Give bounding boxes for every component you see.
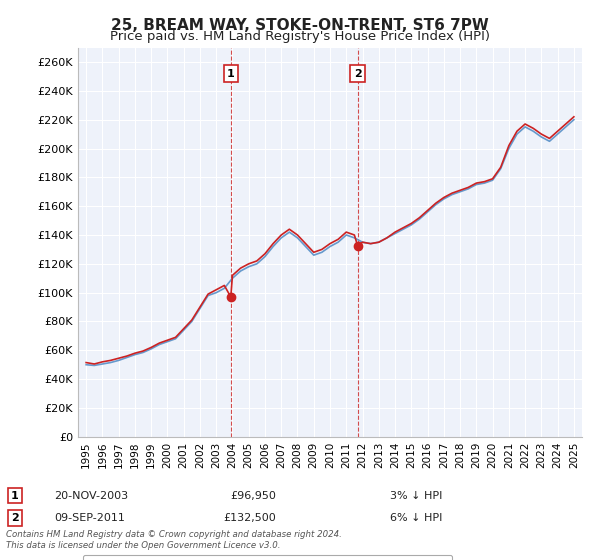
- Text: 6% ↓ HPI: 6% ↓ HPI: [390, 513, 442, 523]
- Text: 1: 1: [11, 491, 19, 501]
- Text: 20-NOV-2003: 20-NOV-2003: [54, 491, 128, 501]
- Text: Contains HM Land Registry data © Crown copyright and database right 2024.: Contains HM Land Registry data © Crown c…: [6, 530, 342, 539]
- Legend: 25, BREAM WAY, STOKE-ON-TRENT, ST6 7PW (detached house), HPI: Average price, det: 25, BREAM WAY, STOKE-ON-TRENT, ST6 7PW (…: [83, 555, 452, 560]
- Text: 09-SEP-2011: 09-SEP-2011: [54, 513, 125, 523]
- Text: 2: 2: [354, 68, 362, 78]
- Text: £132,500: £132,500: [223, 513, 276, 523]
- Text: 2: 2: [11, 513, 19, 523]
- Text: 3% ↓ HPI: 3% ↓ HPI: [390, 491, 442, 501]
- Text: This data is licensed under the Open Government Licence v3.0.: This data is licensed under the Open Gov…: [6, 541, 281, 550]
- Text: 1: 1: [227, 68, 235, 78]
- Text: Price paid vs. HM Land Registry's House Price Index (HPI): Price paid vs. HM Land Registry's House …: [110, 30, 490, 43]
- Text: 25, BREAM WAY, STOKE-ON-TRENT, ST6 7PW: 25, BREAM WAY, STOKE-ON-TRENT, ST6 7PW: [111, 18, 489, 33]
- Text: £96,950: £96,950: [230, 491, 276, 501]
